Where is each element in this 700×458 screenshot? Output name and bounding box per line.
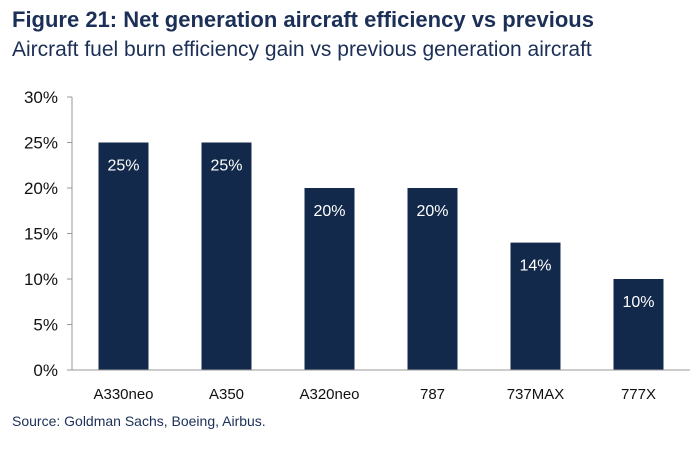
data-label: 20% bbox=[416, 203, 448, 220]
data-label: 20% bbox=[313, 203, 345, 220]
x-tick-label: A330neo bbox=[93, 386, 153, 403]
y-tick-label: 10% bbox=[24, 270, 58, 289]
y-tick-label: 5% bbox=[33, 316, 58, 335]
bar-787 bbox=[407, 188, 458, 370]
chart-title: Figure 21: Net generation aircraft effic… bbox=[12, 7, 594, 32]
source-note: Source: Goldman Sachs, Boeing, Airbus. bbox=[12, 413, 266, 429]
x-tick-label: 737MAX bbox=[507, 386, 565, 403]
x-tick-label: 777X bbox=[621, 386, 656, 403]
data-label: 25% bbox=[210, 158, 242, 175]
chart-subtitle: Aircraft fuel burn efficiency gain vs pr… bbox=[12, 38, 592, 61]
x-tick-label: A350 bbox=[209, 386, 244, 403]
bar-a320neo bbox=[304, 188, 355, 370]
y-tick-label: 15% bbox=[24, 225, 58, 244]
bar-a330neo bbox=[98, 142, 149, 370]
bar-737max bbox=[510, 242, 561, 370]
y-tick-label: 0% bbox=[33, 361, 58, 380]
y-tick-label: 20% bbox=[24, 179, 58, 198]
x-tick-label: 787 bbox=[420, 386, 445, 403]
bars: 25% 25% 20% 20% 14% 10% bbox=[98, 142, 664, 370]
y-axis: 0% 5% 10% 15% 20% 25% 30% bbox=[24, 88, 73, 380]
bar-a350 bbox=[201, 142, 252, 370]
data-label: 10% bbox=[622, 294, 654, 311]
y-tick-label: 30% bbox=[24, 88, 58, 107]
x-tick-label: A320neo bbox=[299, 386, 359, 403]
data-label: 25% bbox=[107, 158, 139, 175]
x-axis: A330neo A350 A320neo 787 737MAX 777X bbox=[72, 369, 690, 403]
y-tick-label: 25% bbox=[24, 134, 58, 153]
data-label: 14% bbox=[519, 258, 551, 275]
bar-777x bbox=[613, 279, 664, 370]
